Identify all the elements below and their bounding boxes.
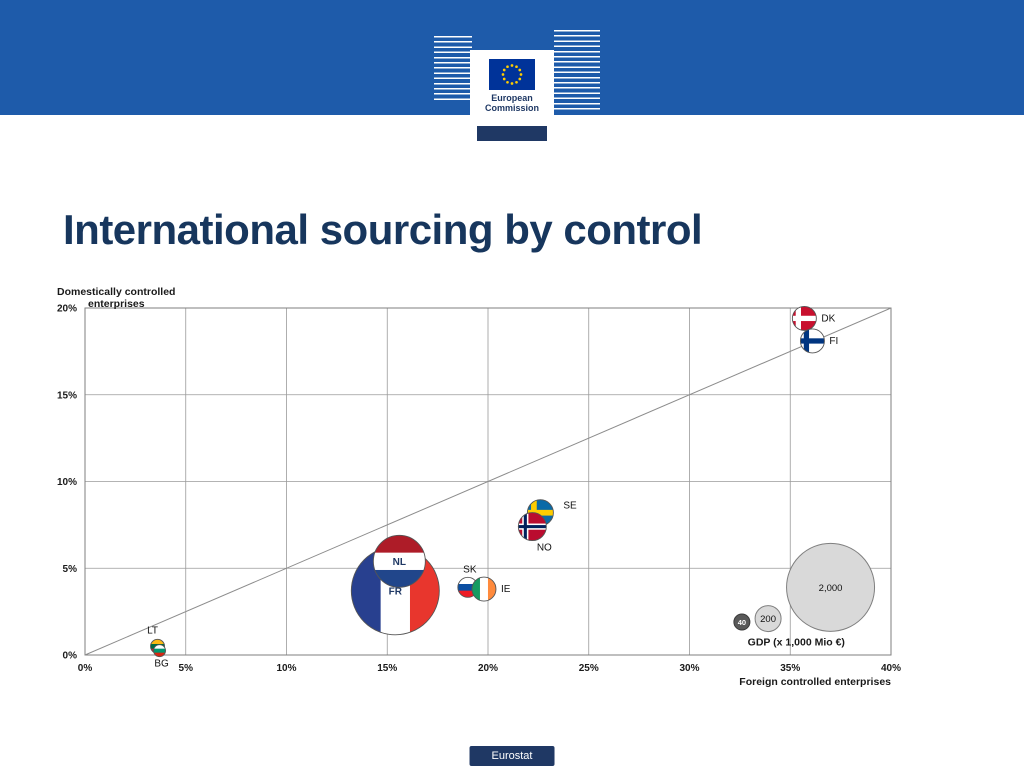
y-tick-label: 15% [57,390,77,401]
logo-text: European Commission [485,93,539,114]
sk-flag-bubble [457,577,478,598]
fi-flag-bubble [800,328,825,353]
logo-text-line1: European [491,93,533,103]
svg-text:2,000: 2,000 [819,583,843,594]
ie-flag-bubble [471,577,496,602]
eurostat-badge: Eurostat [469,746,555,766]
x-tick-label: 5% [179,663,194,674]
diagonal-line [84,307,892,656]
gdp-legend-title: GDP (x 1,000 Mio €) [748,636,845,648]
x-tick-label: 0% [78,663,93,674]
country-label: FI [829,336,838,347]
dk-flag-bubble [792,306,817,331]
bg-flag-bubble [153,644,166,657]
logo-navy-block [477,126,547,141]
x-tick-label: 20% [478,663,498,674]
country-label: IE [501,584,511,595]
logo-lines-right-icon [554,30,600,110]
svg-text:40: 40 [738,618,746,627]
gdp-legend: 40 200 2,000 GDP (x 1,000 Mio €) [733,542,876,648]
y-tick-label: 0% [63,651,78,662]
x-tick-label: 10% [276,663,296,674]
bubble-chart-svg: 0% 5% 10% 15% 20% 25% 30% 35% 40% 0% 5% 10% 15% 20% Do… [57,286,901,688]
bubble-chart: 0% 5% 10% 15% 20% 25% 30% 35% 40% 0% 5% 10% 15% 20% Do… [0,283,1024,728]
y-axis-title: enterprises [88,298,145,310]
svg-text:200: 200 [760,614,776,625]
y-axis-title: Domestically controlled [57,286,175,298]
x-tick-label: 30% [679,663,699,674]
country-label: DK [821,313,835,324]
eu-flag-icon [489,59,535,90]
x-tick-label: 35% [780,663,800,674]
country-label: SE [563,501,577,512]
european-commission-logo: European Commission [470,50,554,126]
nl-flag-bubble [373,535,426,588]
no-flag-bubble [518,512,547,541]
country-label: NO [537,543,552,554]
country-label: NL [393,557,406,568]
y-tick-label: 10% [57,477,77,488]
x-tick-label: 40% [881,663,901,674]
country-label: FR [389,587,403,598]
x-tick-label: 25% [579,663,599,674]
plot-border [84,307,892,656]
logo-lines-left-icon [434,36,472,102]
x-axis-title: Foreign controlled enterprises [739,676,891,688]
y-tick-label: 5% [63,564,78,575]
page-title: International sourcing by control [63,206,703,253]
y-tick-label: 20% [57,304,77,315]
logo-text-line2: Commission [484,103,539,114]
x-tick-label: 15% [377,663,397,674]
country-label: SK [463,564,477,575]
country-label: BG [154,659,169,670]
country-label: LT [147,625,158,636]
